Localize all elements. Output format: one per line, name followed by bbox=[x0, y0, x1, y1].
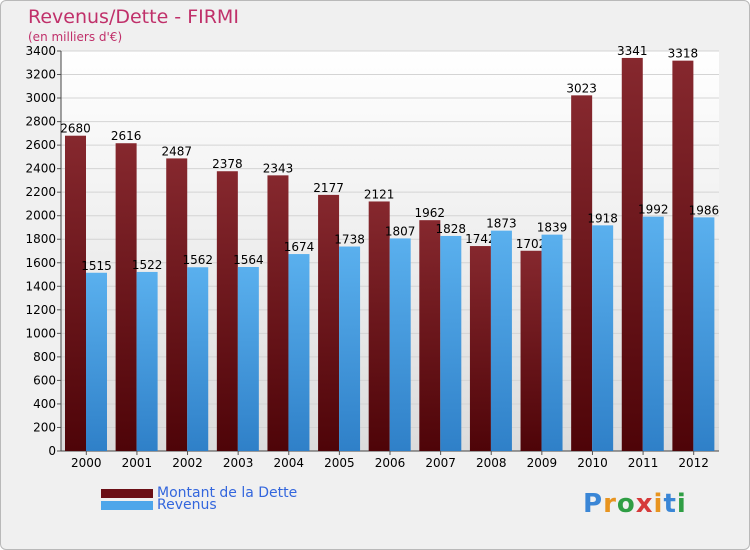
data-label-revenus: 1873 bbox=[486, 217, 517, 231]
data-label-revenus: 1515 bbox=[81, 259, 112, 273]
bar-revenus-2008 bbox=[490, 230, 512, 451]
data-label-dette: 2177 bbox=[313, 181, 344, 195]
data-label-dette: 2378 bbox=[212, 157, 243, 171]
x-tick-label: 2011 bbox=[628, 456, 659, 470]
y-tick-label: 3000 bbox=[25, 91, 56, 105]
bar-revenus-2001 bbox=[136, 271, 158, 451]
x-tick-label: 2000 bbox=[71, 456, 102, 470]
data-label-dette: 1962 bbox=[415, 206, 446, 220]
data-label-dette: 2680 bbox=[60, 122, 91, 136]
logo-letter: o bbox=[616, 489, 636, 519]
chart-title: Revenus/Dette - FIRMI bbox=[28, 6, 239, 28]
x-tick-label: 2009 bbox=[527, 456, 558, 470]
bar-revenus-2003 bbox=[237, 267, 259, 451]
y-tick-label: 600 bbox=[33, 373, 56, 387]
data-label-dette: 2487 bbox=[161, 144, 192, 158]
y-tick-label: 3200 bbox=[25, 68, 56, 82]
bar-revenus-2000 bbox=[86, 272, 107, 451]
y-tick-label: 3400 bbox=[25, 44, 56, 58]
bar-revenus-2007 bbox=[440, 235, 462, 451]
data-label-dette: 1742 bbox=[465, 232, 496, 246]
y-tick-label: 1000 bbox=[25, 326, 56, 340]
bar-dette-2007 bbox=[419, 220, 441, 451]
bar-dette-2002 bbox=[166, 158, 188, 452]
data-label-dette: 1702 bbox=[516, 237, 547, 251]
data-label-revenus: 1992 bbox=[638, 203, 669, 217]
data-label-revenus: 1562 bbox=[182, 253, 213, 267]
bar-revenus-2004 bbox=[288, 254, 310, 451]
x-tick-label: 2010 bbox=[577, 456, 608, 470]
bar-dette-2008 bbox=[469, 246, 491, 451]
x-tick-label: 2001 bbox=[122, 456, 153, 470]
y-tick-label: 2200 bbox=[25, 185, 56, 199]
bar-revenus-2006 bbox=[389, 238, 411, 451]
bar-dette-2011 bbox=[621, 57, 643, 452]
bar-revenus-2011 bbox=[642, 216, 664, 451]
y-tick-label: 1200 bbox=[25, 303, 56, 317]
y-tick-label: 400 bbox=[33, 397, 56, 411]
bar-revenus-2002 bbox=[187, 267, 209, 451]
bar-revenus-2009 bbox=[541, 234, 563, 451]
bar-dette-2004 bbox=[267, 175, 289, 451]
legend-label-dette: Montant de la Dette bbox=[157, 485, 298, 501]
legend-label-revenus: Revenus bbox=[157, 497, 217, 513]
y-tick-label: 0 bbox=[48, 444, 56, 458]
y-tick-label: 800 bbox=[33, 350, 56, 364]
bar-dette-2005 bbox=[318, 194, 340, 451]
x-tick-label: 2002 bbox=[172, 456, 203, 470]
y-tick-label: 1400 bbox=[25, 279, 56, 293]
bar-dette-2012 bbox=[672, 60, 694, 451]
bar-dette-2001 bbox=[115, 143, 137, 451]
data-label-revenus: 1674 bbox=[284, 240, 315, 254]
y-tick-label: 2600 bbox=[25, 138, 56, 152]
bar-dette-2009 bbox=[520, 250, 542, 451]
bar-revenus-2010 bbox=[592, 225, 614, 451]
data-label-dette: 3318 bbox=[668, 47, 699, 61]
data-label-dette: 2616 bbox=[111, 129, 142, 143]
x-tick-label: 2006 bbox=[375, 456, 406, 470]
data-label-dette: 2121 bbox=[364, 187, 395, 201]
data-label-dette: 3023 bbox=[566, 81, 597, 95]
y-tick-label: 2400 bbox=[25, 162, 56, 176]
x-tick-label: 2004 bbox=[273, 456, 304, 470]
logo-letter: r bbox=[603, 489, 617, 519]
logo-letter: x bbox=[635, 489, 654, 519]
bar-revenus-2012 bbox=[693, 217, 715, 451]
y-tick-label: 1800 bbox=[25, 232, 56, 246]
data-label-dette: 3341 bbox=[617, 44, 648, 58]
x-tick-label: 2008 bbox=[476, 456, 507, 470]
data-label-revenus: 1828 bbox=[436, 222, 467, 236]
data-label-revenus: 1564 bbox=[233, 253, 264, 267]
data-label-dette: 2343 bbox=[263, 161, 294, 175]
legend-swatch-revenus bbox=[101, 501, 153, 510]
data-label-revenus: 1522 bbox=[132, 258, 163, 272]
logo-letter: P bbox=[583, 489, 604, 519]
data-label-revenus: 1918 bbox=[587, 211, 618, 225]
legend-swatch-dette bbox=[101, 489, 153, 498]
x-tick-label: 2007 bbox=[425, 456, 456, 470]
proxiti-logo: Proxiti bbox=[583, 489, 687, 519]
y-tick-label: 200 bbox=[33, 420, 56, 434]
logo-letter: t bbox=[663, 489, 677, 519]
logo-letter: i bbox=[653, 489, 664, 519]
y-tick-label: 2800 bbox=[25, 115, 56, 129]
x-tick-label: 2005 bbox=[324, 456, 355, 470]
bar-dette-2006 bbox=[368, 201, 390, 451]
data-label-revenus: 1839 bbox=[537, 221, 568, 235]
data-label-revenus: 1738 bbox=[334, 233, 365, 247]
bar-revenus-2005 bbox=[339, 246, 361, 451]
data-label-revenus: 1807 bbox=[385, 224, 416, 238]
x-tick-label: 2003 bbox=[223, 456, 254, 470]
logo-letter: i bbox=[676, 489, 687, 519]
bar-dette-2010 bbox=[571, 95, 593, 452]
data-label-revenus: 1986 bbox=[689, 203, 720, 217]
chart-subtitle: (en milliers d'€) bbox=[28, 30, 123, 44]
bar-dette-2000 bbox=[65, 135, 86, 452]
bar-dette-2003 bbox=[216, 171, 238, 451]
y-tick-label: 2000 bbox=[25, 209, 56, 223]
y-tick-label: 1600 bbox=[25, 256, 56, 270]
x-tick-label: 2012 bbox=[678, 456, 709, 470]
